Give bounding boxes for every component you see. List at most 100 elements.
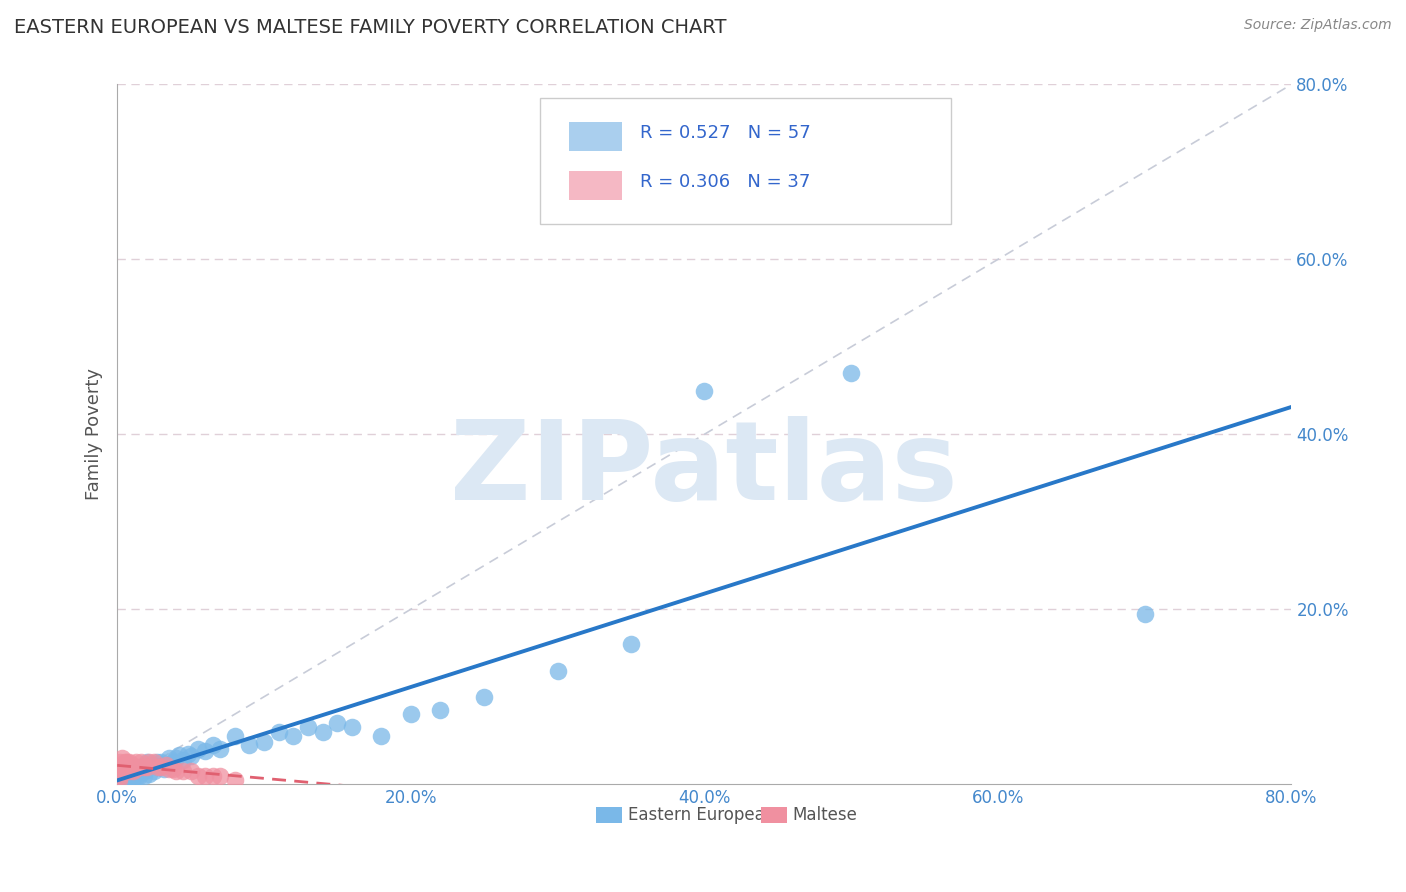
Point [162, 762, 184, 776]
Text: R = 0.306   N = 37: R = 0.306 N = 37 [640, 173, 810, 192]
Bar [761, 807, 786, 822]
Point [172, 764, 194, 779]
Point [138, 766, 160, 780]
Point [114, 775, 136, 789]
Bar [569, 121, 621, 151]
Point [118, 770, 141, 784]
Point [312, 724, 335, 739]
Point [150, 756, 173, 770]
Text: Eastern Europeans: Eastern Europeans [628, 806, 785, 824]
Point [124, 762, 146, 776]
Text: Maltese: Maltese [793, 806, 858, 824]
Point [172, 753, 194, 767]
Point [114, 768, 136, 782]
Point [120, 760, 142, 774]
Point [180, 749, 202, 764]
Point [122, 764, 145, 779]
Point [547, 664, 569, 678]
Point [132, 760, 155, 774]
Point [165, 751, 187, 765]
Point [283, 729, 305, 743]
Text: ZIPatlas: ZIPatlas [450, 416, 959, 523]
Point [128, 768, 150, 782]
Point [108, 756, 131, 770]
Point [107, 772, 129, 787]
Point [620, 637, 643, 651]
Point [135, 756, 157, 770]
Point [118, 756, 141, 770]
Point [187, 768, 209, 782]
Point [112, 760, 135, 774]
Point [187, 742, 209, 756]
Point [125, 770, 148, 784]
Point [472, 690, 495, 704]
Point [114, 764, 136, 779]
Point [131, 764, 153, 779]
Point [297, 720, 319, 734]
Point [157, 751, 180, 765]
Point [114, 756, 136, 770]
Point [180, 764, 202, 779]
Point [153, 762, 176, 776]
Point [138, 756, 160, 770]
Text: Source: ZipAtlas.com: Source: ZipAtlas.com [1244, 18, 1392, 32]
FancyBboxPatch shape [540, 98, 950, 225]
Point [155, 758, 177, 772]
Point [118, 764, 141, 779]
Point [122, 762, 145, 776]
Point [429, 703, 451, 717]
Point [267, 724, 290, 739]
Point [117, 756, 139, 770]
Bar [569, 170, 621, 200]
Point [1133, 607, 1156, 621]
Point [201, 768, 224, 782]
Point [110, 751, 132, 765]
Point [224, 772, 246, 787]
Point [165, 764, 187, 779]
Point [194, 744, 217, 758]
Point [108, 774, 131, 789]
Bar [596, 807, 621, 822]
Point [238, 738, 260, 752]
Point [157, 762, 180, 776]
Point [326, 716, 349, 731]
Point [146, 756, 169, 770]
Point [148, 760, 170, 774]
Point [162, 756, 184, 770]
Point [115, 760, 138, 774]
Text: EASTERN EUROPEAN VS MALTESE FAMILY POVERTY CORRELATION CHART: EASTERN EUROPEAN VS MALTESE FAMILY POVER… [14, 18, 727, 37]
Point [110, 770, 132, 784]
Point [194, 768, 217, 782]
Point [129, 756, 152, 770]
Point [121, 772, 143, 787]
Point [150, 760, 173, 774]
Point [340, 720, 363, 734]
Point [117, 766, 139, 780]
Point [128, 760, 150, 774]
Point [129, 760, 152, 774]
Point [208, 742, 231, 756]
Point [112, 772, 135, 787]
Point [208, 768, 231, 782]
Point [108, 768, 131, 782]
Point [167, 748, 190, 763]
Point [693, 384, 716, 398]
Point [121, 758, 143, 772]
Point [135, 760, 157, 774]
Point [120, 768, 142, 782]
Point [124, 766, 146, 780]
Point [839, 366, 862, 380]
Point [176, 747, 198, 761]
Text: R = 0.527   N = 57: R = 0.527 N = 57 [640, 124, 810, 143]
Point [224, 729, 246, 743]
Point [107, 772, 129, 787]
Point [142, 764, 165, 779]
Point [110, 764, 132, 779]
Point [125, 756, 148, 770]
Point [118, 764, 141, 779]
Point [107, 760, 129, 774]
Point [201, 738, 224, 752]
Point [142, 756, 165, 770]
Point [148, 760, 170, 774]
Point [253, 735, 276, 749]
